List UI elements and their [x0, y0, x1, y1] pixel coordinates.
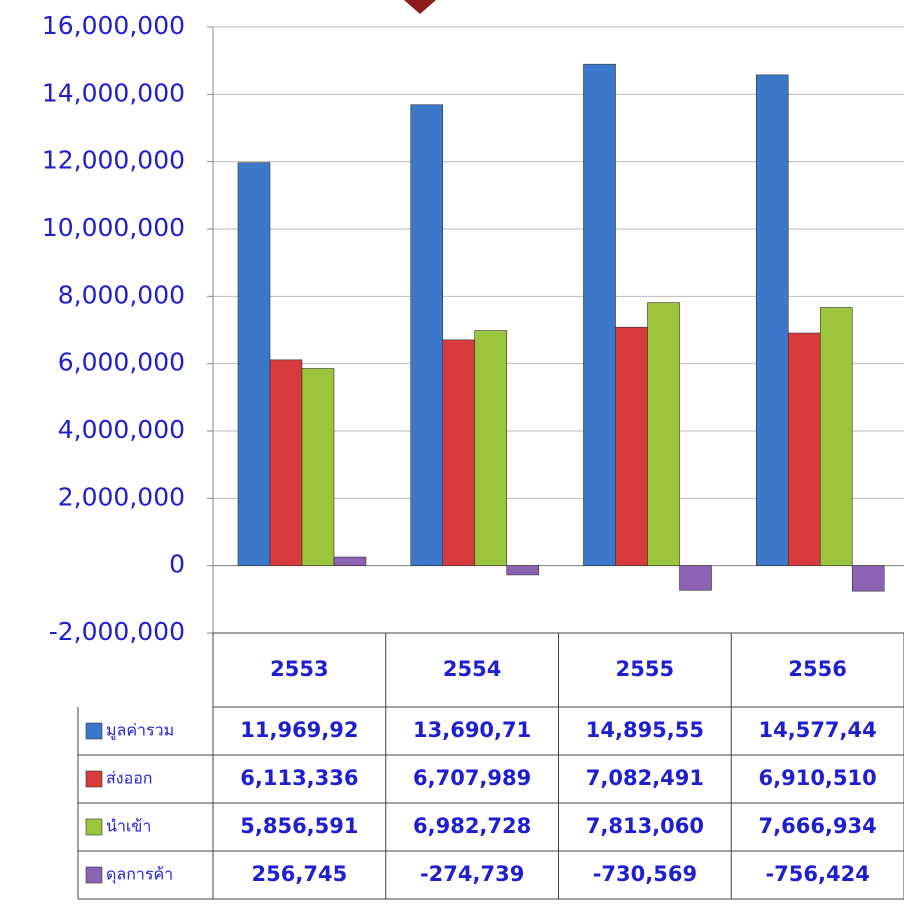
bar — [410, 104, 444, 566]
x-tick-label: 2554 — [443, 657, 501, 681]
table-cell: 14,895,55 — [586, 718, 704, 742]
table-cell: 7,666,934 — [759, 814, 877, 838]
legend-label: นำเข้า — [106, 817, 151, 836]
table-cell: 6,982,728 — [413, 814, 531, 838]
bar — [615, 326, 648, 566]
legend-swatch — [85, 866, 103, 884]
legend-label: ส่งออก — [106, 769, 152, 788]
table-cell: -274,739 — [420, 862, 524, 886]
y-tick-label: 4,000,000 — [58, 415, 185, 444]
table-cell: 5,856,591 — [240, 814, 358, 838]
table-cell: -756,424 — [765, 862, 869, 886]
table-cell: 13,690,71 — [413, 718, 531, 742]
table-cell: 7,082,491 — [586, 766, 704, 790]
table-cell: 11,969,92 — [240, 718, 358, 742]
bar — [819, 307, 853, 566]
table-cell: 6,910,510 — [759, 766, 877, 790]
table-cell: 6,707,989 — [413, 766, 531, 790]
y-tick-label: -2,000,000 — [49, 617, 185, 646]
table-cell: 7,813,060 — [586, 814, 704, 838]
y-tick-label: 6,000,000 — [58, 348, 185, 377]
legend-label: ดุลการค้า — [106, 865, 173, 885]
table-cell: -730,569 — [593, 862, 697, 886]
table-cell: 256,745 — [252, 862, 348, 886]
pointer-arrow — [404, 0, 436, 14]
y-tick-label: 0 — [169, 550, 185, 579]
x-tick-label: 2556 — [788, 657, 846, 681]
table-cell: 14,577,44 — [759, 718, 877, 742]
bar — [237, 162, 271, 566]
x-tick-label: 2555 — [616, 657, 674, 681]
y-tick-label: 8,000,000 — [58, 280, 185, 309]
y-tick-label: 12,000,000 — [42, 146, 185, 175]
bar — [787, 332, 821, 566]
y-tick-label: 10,000,000 — [42, 213, 185, 242]
y-tick-label: 14,000,000 — [42, 78, 185, 107]
legend-label: มูลค่ารวม — [106, 721, 174, 741]
bar — [333, 556, 367, 566]
bar — [679, 565, 712, 591]
bar — [269, 359, 303, 566]
y-tick-label: 16,000,000 — [42, 11, 185, 40]
bar — [474, 330, 508, 566]
bar — [301, 368, 335, 566]
bar — [647, 302, 680, 566]
legend-swatch — [85, 818, 103, 836]
bar — [442, 339, 476, 566]
legend-swatch — [85, 722, 103, 740]
table-cell: 6,113,336 — [240, 766, 358, 790]
bar — [506, 565, 540, 576]
x-tick-label: 2553 — [270, 657, 328, 681]
y-tick-label: 2,000,000 — [58, 482, 185, 511]
bar — [755, 74, 789, 566]
bar — [851, 565, 885, 592]
legend-swatch — [85, 770, 103, 788]
bar — [583, 63, 616, 566]
